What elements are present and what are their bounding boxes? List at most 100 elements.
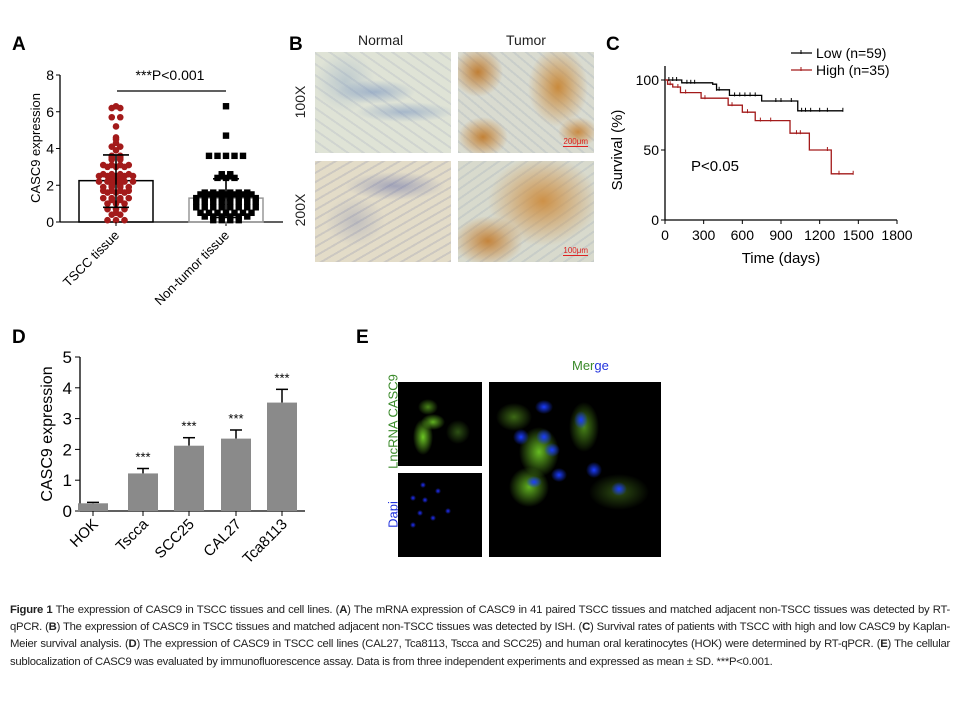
- a-data-point: [104, 216, 111, 224]
- a-data-point: [112, 147, 120, 154]
- a-x-tick-label: Non-tumor tissue: [152, 228, 233, 309]
- c-y-axis-label: Survival (%): [609, 110, 626, 191]
- d-significance-label: ***: [228, 411, 243, 426]
- d-y-tick-label: 2: [63, 440, 72, 459]
- caption-text: ) The expression of CASC9 in TSCC tissue…: [56, 621, 583, 634]
- a-data-point: [214, 174, 221, 182]
- c-x-tick-label: 1200: [804, 227, 835, 243]
- caption-text: ) The cellular sublocalization of CASC9 …: [10, 638, 951, 668]
- a-data-point: [116, 211, 124, 218]
- a-data-point: [210, 194, 217, 202]
- a-data-point: [252, 198, 259, 205]
- a-data-point: [235, 198, 242, 205]
- d-bar: [128, 473, 158, 511]
- a-data-point: [227, 194, 234, 202]
- caption-ref: D: [128, 638, 137, 651]
- c-x-tick-label: 1500: [843, 227, 874, 243]
- caption-figure-number: Figure 1: [10, 604, 53, 616]
- a-data-point: [104, 189, 111, 196]
- a-data-point: [201, 194, 208, 202]
- a-data-point: [222, 103, 230, 110]
- c-x-tick-label: 1800: [881, 227, 912, 243]
- caption-ref: C: [582, 621, 590, 634]
- a-data-point: [116, 113, 124, 121]
- a-significance-label: ***P<0.001: [136, 67, 205, 83]
- a-data-point: [231, 152, 238, 160]
- a-data-point: [244, 204, 251, 211]
- a-data-point: [248, 191, 255, 198]
- a-data-point: [108, 104, 116, 112]
- dapi-fluorescence-image: [398, 473, 482, 557]
- a-data-point: [235, 216, 242, 224]
- d-x-tick-label: Tca8113: [239, 516, 290, 567]
- a-data-point: [231, 209, 238, 217]
- a-data-point: [104, 200, 111, 207]
- a-data-point: [218, 172, 225, 180]
- d-bar: [267, 402, 297, 511]
- tumor-200x-micrograph: 100μm: [458, 161, 594, 262]
- d-y-tick-label: 1: [63, 471, 72, 490]
- a-data-point: [193, 194, 200, 202]
- a-data-point: [227, 189, 234, 196]
- c-p-value: P<0.05: [691, 158, 739, 175]
- c-x-axis-label: Time (days): [742, 250, 821, 267]
- a-data-point: [252, 194, 259, 202]
- caption-ref: E: [880, 638, 888, 651]
- a-data-point: [231, 191, 238, 198]
- a-data-point: [227, 213, 234, 220]
- a-data-point: [197, 209, 204, 217]
- a-data-point: [227, 204, 234, 211]
- a-data-point: [227, 198, 234, 205]
- c-legend-label: High (n=35): [816, 62, 890, 78]
- a-data-point: [129, 178, 137, 185]
- a-data-point: [244, 198, 251, 205]
- a-data-point: [121, 200, 128, 207]
- a-data-point: [197, 191, 204, 198]
- a-data-point: [116, 156, 124, 163]
- a-data-point: [121, 189, 128, 196]
- a-data-point: [108, 113, 116, 121]
- caption-text: ) The mRNA expression of CASC9 in 41 pai…: [10, 604, 951, 634]
- a-data-point: [116, 104, 124, 112]
- d-significance-label: ***: [135, 449, 150, 464]
- a-data-point: [205, 209, 213, 217]
- a-data-point: [222, 152, 230, 160]
- d-y-axis-label: CASC9 expression: [39, 366, 56, 501]
- caption-text: ) Survival rates of patients with TSCC w…: [10, 621, 950, 651]
- c-survival-curve: [665, 79, 854, 175]
- a-data-point: [205, 191, 213, 198]
- a-data-point: [193, 204, 200, 211]
- a-data-point: [218, 198, 225, 205]
- d-bar: [221, 438, 251, 511]
- scale-bar-200um: 200μm: [563, 137, 588, 147]
- a-data-point: [227, 172, 234, 180]
- a-y-tick-label: 0: [46, 214, 54, 230]
- a-y-tick-label: 2: [46, 177, 54, 193]
- a-data-point: [201, 213, 208, 220]
- panel-label-e: E: [356, 327, 369, 348]
- c-x-tick-label: 600: [731, 227, 755, 243]
- d-y-tick-label: 4: [63, 379, 72, 398]
- tumor-100x-micrograph: 200μm: [458, 52, 594, 153]
- caption-ref: A: [339, 604, 348, 616]
- a-data-point: [227, 216, 234, 224]
- a-data-point: [104, 163, 111, 171]
- a-data-point: [193, 198, 200, 205]
- caption-text: ) The expression of CASC9 in TSCC cell l…: [136, 638, 881, 651]
- panel-label-b: B: [289, 34, 303, 55]
- a-data-point: [218, 213, 225, 220]
- a-data-point: [222, 174, 230, 182]
- a-data-point: [214, 191, 221, 198]
- d-significance-label: ***: [274, 370, 289, 385]
- a-data-point: [218, 194, 225, 202]
- d-x-tick-label: Tscca: [113, 515, 153, 555]
- a-data-point: [235, 194, 242, 202]
- d-y-tick-label: 3: [63, 410, 72, 429]
- a-data-point: [201, 198, 208, 205]
- row-label-100x: 100X: [292, 85, 308, 119]
- a-data-point: [222, 132, 230, 139]
- row-label-200x: 200X: [292, 193, 308, 227]
- a-data-point: [210, 198, 217, 205]
- a-y-tick-label: 8: [46, 67, 54, 83]
